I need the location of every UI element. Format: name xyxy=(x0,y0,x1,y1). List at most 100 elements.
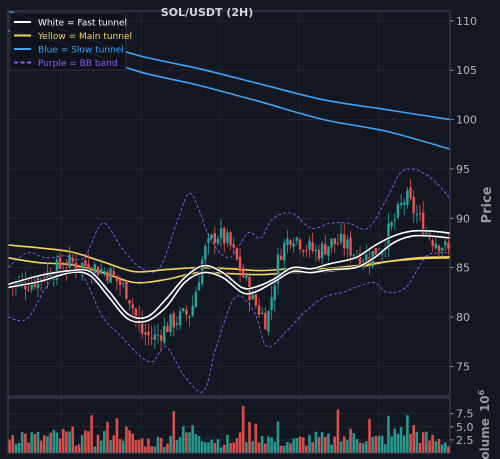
volume-bar xyxy=(188,432,191,453)
candle xyxy=(440,247,444,258)
volume-bar xyxy=(55,432,59,453)
volume-bar xyxy=(339,441,343,453)
volume-bar xyxy=(84,430,87,453)
candle xyxy=(200,255,204,287)
volume-bar xyxy=(342,436,346,453)
volume-bar xyxy=(418,443,422,453)
legend-label: Yellow = Main tunnel xyxy=(37,32,132,42)
legend-box xyxy=(9,12,127,71)
candle xyxy=(260,307,264,315)
candle-body xyxy=(169,314,172,332)
volume-bar xyxy=(20,432,24,453)
candle-body xyxy=(415,214,419,216)
candle xyxy=(264,307,267,330)
volume-bar xyxy=(229,442,232,453)
candle xyxy=(197,272,201,291)
candle-body xyxy=(140,320,144,334)
candle-body xyxy=(238,256,242,272)
volume-bar xyxy=(112,435,116,453)
price-tick-label: 90 xyxy=(456,212,470,225)
volume-bar xyxy=(421,432,425,453)
candle-body xyxy=(46,271,49,281)
candle-body xyxy=(270,297,273,310)
price-tick-label: 95 xyxy=(456,163,470,176)
candle-body xyxy=(403,202,406,205)
volume-bar xyxy=(380,435,384,453)
volume-bar xyxy=(27,442,30,453)
volume-bar xyxy=(377,435,381,453)
volume-bar xyxy=(14,443,18,453)
candle-body xyxy=(27,289,30,291)
candle xyxy=(317,244,321,263)
volume-bar xyxy=(185,432,188,453)
price-axis-label: Price xyxy=(480,186,495,223)
candle xyxy=(305,244,308,257)
candle xyxy=(289,238,292,250)
candle-body xyxy=(365,254,368,262)
candle-body xyxy=(434,243,437,249)
candle xyxy=(418,204,422,222)
volume-bar xyxy=(102,430,106,453)
candle-body xyxy=(112,270,115,276)
candle xyxy=(71,253,74,267)
candle-body xyxy=(166,325,169,333)
volume-bar xyxy=(140,438,144,453)
candle-body xyxy=(245,276,248,279)
candle-body xyxy=(197,282,201,291)
price-tick-label: 100 xyxy=(456,114,477,127)
candle xyxy=(292,237,295,253)
candle-body xyxy=(99,268,103,274)
candle-body xyxy=(163,325,166,343)
bb-band-lower xyxy=(7,252,451,393)
candle-body xyxy=(406,190,409,206)
candle xyxy=(257,298,261,318)
candle-body xyxy=(314,249,318,252)
candle-body xyxy=(14,282,18,287)
candle xyxy=(140,310,144,339)
legend-label: Purple = BB band xyxy=(38,59,118,69)
candle xyxy=(409,178,412,201)
candle-body xyxy=(150,337,153,340)
volume-bar xyxy=(387,415,390,453)
candle xyxy=(324,234,327,256)
candle-body xyxy=(71,257,74,262)
volume-bar xyxy=(162,447,166,453)
volume-bar xyxy=(352,433,356,453)
candle-body xyxy=(399,203,403,206)
candle-body xyxy=(289,240,292,246)
volume-bar xyxy=(46,436,49,453)
volume-bar xyxy=(251,441,254,453)
volume-bar xyxy=(260,436,264,453)
volume-bar xyxy=(298,436,302,453)
candle-body xyxy=(52,278,55,280)
candle-body xyxy=(352,254,355,256)
candle xyxy=(333,238,336,254)
candle-body xyxy=(128,300,131,304)
volume-panel: 2.55.07.5 xyxy=(7,397,474,454)
volume-bar xyxy=(305,445,308,453)
candle-body xyxy=(232,244,235,248)
candle xyxy=(150,326,153,346)
candle xyxy=(396,201,400,220)
candle-body xyxy=(425,231,428,236)
volume-bar xyxy=(200,441,204,453)
candle xyxy=(163,317,166,345)
volume-bar xyxy=(402,435,406,453)
candle-body xyxy=(80,262,84,269)
candle xyxy=(207,233,210,255)
volume-bar xyxy=(226,434,229,453)
candle xyxy=(169,313,172,337)
candle-body xyxy=(431,240,434,246)
candle-body xyxy=(308,240,311,250)
candle-body xyxy=(264,312,267,330)
volume-bar xyxy=(33,434,37,453)
volume-bar xyxy=(276,421,280,453)
candle-body xyxy=(185,309,188,315)
candle xyxy=(106,269,109,285)
candle-body xyxy=(317,249,321,260)
volume-bar xyxy=(330,444,333,453)
fast-tunnel-line-1 xyxy=(7,234,451,324)
candle-body xyxy=(131,304,134,309)
candle-body xyxy=(292,243,295,247)
candle xyxy=(194,287,198,308)
